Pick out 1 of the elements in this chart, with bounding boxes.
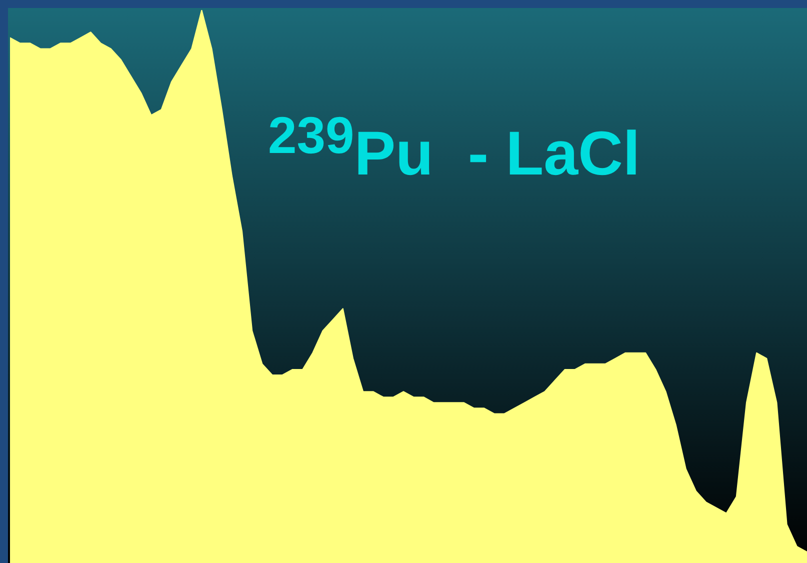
text: $^{239}$Pu - LaCl <box>268 105 640 190</box>
